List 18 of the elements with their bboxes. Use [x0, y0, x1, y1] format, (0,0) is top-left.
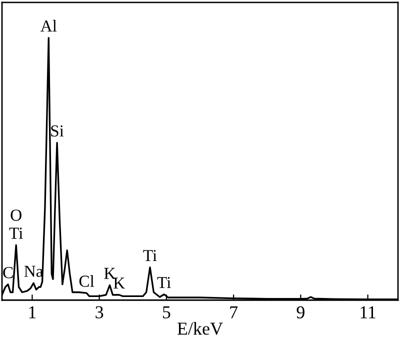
x-tick-label: 1 — [29, 306, 36, 318]
x-tick-label: 11 — [360, 306, 376, 318]
annotation: Al — [40, 20, 57, 32]
x-axis-title: E/keV — [177, 322, 223, 335]
annotation: O — [10, 210, 22, 221]
annotation: K — [104, 268, 116, 279]
annotation: C — [3, 267, 13, 278]
annotation: Ti — [9, 228, 23, 239]
annotation: Na — [24, 266, 44, 277]
annotation: Ti — [143, 250, 157, 262]
x-tick-label: 7 — [230, 306, 238, 318]
annotation: Cl — [79, 275, 94, 287]
x-tick-label: 3 — [96, 306, 104, 318]
annotation: Ti — [157, 276, 171, 288]
annotation: K — [114, 278, 125, 289]
x-tick-label: 5 — [162, 306, 170, 318]
x-tick-label: 9 — [296, 306, 304, 318]
annotation: Si — [51, 125, 64, 137]
